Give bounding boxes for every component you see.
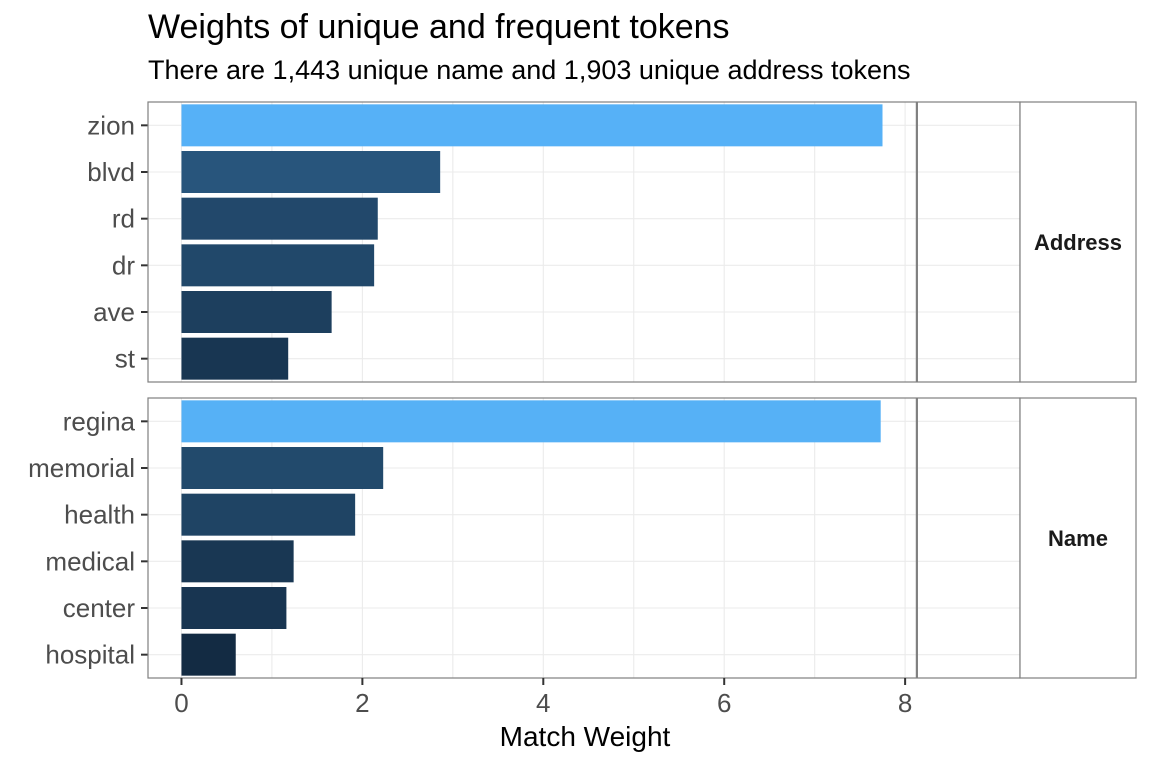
facet-strip-label: Address [1034, 230, 1122, 255]
category-label: regina [63, 406, 136, 436]
bar-st [181, 337, 289, 380]
category-label: zion [87, 110, 135, 140]
facet-panel-address: zion blvd rd dr ave st Address [87, 101, 1137, 383]
bar-center [181, 587, 287, 629]
category-label: memorial [28, 453, 135, 483]
bar-regina [181, 400, 881, 443]
category-label: ave [93, 297, 135, 327]
bar-hospital [181, 633, 236, 676]
category-label: rd [112, 204, 135, 234]
bar-ave [181, 291, 332, 333]
facet-strip [1019, 397, 1137, 679]
chart-subtitle: There are 1,443 unique name and 1,903 un… [148, 55, 911, 85]
bar-blvd [181, 151, 441, 193]
x-tick-label: 2 [355, 688, 369, 718]
category-label: center [63, 593, 136, 623]
x-tick-label: 6 [717, 688, 731, 718]
facet-strip-label: Name [1048, 526, 1108, 551]
bar-zion [181, 104, 883, 147]
facet-panels: zion blvd rd dr ave st Address regina memorial he… [28, 101, 1137, 679]
x-axis: 0 2 4 6 8 [174, 678, 912, 718]
x-tick-label: 8 [898, 688, 912, 718]
bar-memorial [181, 447, 384, 489]
category-label: st [115, 344, 136, 374]
facet-panel-name: regina memorial health medical center hospita… [28, 397, 1137, 679]
x-axis-title: Match Weight [500, 721, 671, 752]
category-label: hospital [45, 640, 135, 670]
x-tick-label: 4 [536, 688, 550, 718]
category-label: health [64, 500, 135, 530]
bar-rd [181, 197, 378, 240]
category-label: dr [112, 250, 135, 280]
facet-strip [1019, 101, 1137, 383]
chart-title: Weights of unique and frequent tokens [148, 8, 730, 46]
category-label: medical [45, 546, 135, 576]
bar-medical [181, 540, 294, 583]
category-label: blvd [87, 157, 135, 187]
bar-health [181, 493, 356, 536]
x-tick-label: 0 [174, 688, 188, 718]
bar-dr [181, 244, 375, 287]
